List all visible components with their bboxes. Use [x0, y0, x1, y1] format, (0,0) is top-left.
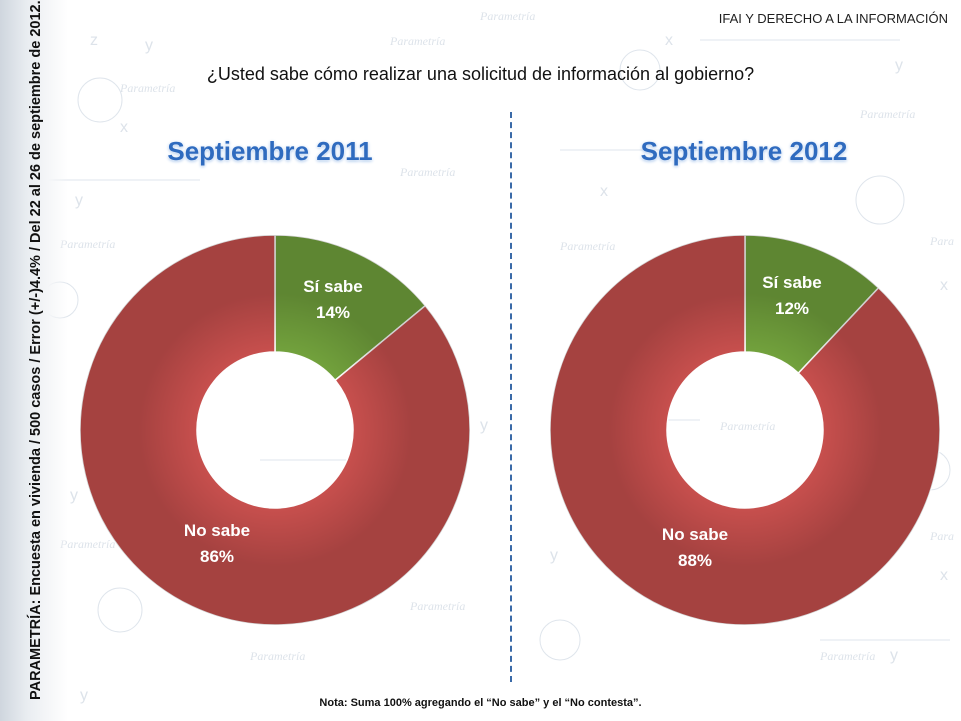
left-decorative-strip [0, 0, 68, 721]
donut-shading [80, 235, 470, 625]
slice-label-no-sabe: No sabe [184, 521, 250, 540]
svg-text:Parametría: Parametría [389, 34, 445, 48]
svg-text:Parametría: Parametría [479, 9, 535, 23]
svg-text:Parametría: Parametría [399, 165, 455, 179]
svg-text:Parametría: Parametría [859, 107, 915, 121]
svg-text:y: y [890, 647, 898, 664]
svg-text:Parametría: Parametría [819, 649, 875, 663]
svg-text:y: y [550, 547, 558, 564]
slice-label-no-sabe: No sabe [662, 525, 728, 544]
svg-text:y: y [70, 487, 78, 504]
donut-chart-2012: Sí sabe 12% No sabe 88% [549, 234, 941, 626]
svg-text:Para: Para [929, 234, 954, 248]
svg-text:z: z [90, 32, 98, 49]
slice-value-no-sabe: 86% [200, 547, 234, 566]
svg-text:Parametría: Parametría [119, 81, 175, 95]
svg-text:y: y [75, 192, 83, 209]
svg-text:Parametría: Parametría [249, 649, 305, 663]
svg-text:y: y [480, 417, 488, 434]
panel-divider [510, 112, 512, 682]
svg-text:y: y [145, 37, 153, 54]
chart-title-2012: Septiembre 2012 [640, 136, 848, 166]
svg-text:Parametría: Parametría [559, 239, 615, 253]
survey-question: ¿Usted sabe cómo realizar una solicitud … [206, 64, 755, 84]
svg-text:Parametría: Parametría [59, 237, 115, 251]
svg-text:x: x [120, 119, 128, 136]
slice-value-si-sabe: 12% [775, 299, 809, 318]
svg-text:y: y [80, 687, 88, 704]
svg-text:Parametría: Parametría [719, 419, 775, 433]
chart-title-2011: Septiembre 2011 [167, 136, 373, 166]
svg-text:x: x [665, 32, 673, 49]
header-title: IFAI Y DERECHO A LA INFORMACIÓN [718, 11, 948, 26]
svg-text:x: x [600, 183, 608, 200]
slice-value-no-sabe: 88% [678, 551, 712, 570]
svg-text:Parametría: Parametría [409, 599, 465, 613]
svg-text:x: x [940, 567, 948, 584]
footnote: Nota: Suma 100% agregando el “No sabe” y… [319, 697, 642, 709]
source-note: PARAMETRÍA: Encuesta en vivienda / 500 c… [28, 0, 44, 700]
svg-text:x: x [940, 277, 948, 294]
svg-text:y: y [895, 57, 903, 74]
slice-label-si-sabe: Sí sabe [303, 277, 363, 296]
donut-chart-2011: Sí sabe 14% No sabe 86% [79, 234, 471, 626]
svg-text:Para: Para [929, 529, 954, 543]
donut-shading [550, 235, 940, 625]
slice-value-si-sabe: 14% [316, 303, 350, 322]
svg-text:z: z [750, 147, 758, 164]
slice-label-si-sabe: Sí sabe [762, 273, 822, 292]
svg-text:Parametría: Parametría [59, 537, 115, 551]
